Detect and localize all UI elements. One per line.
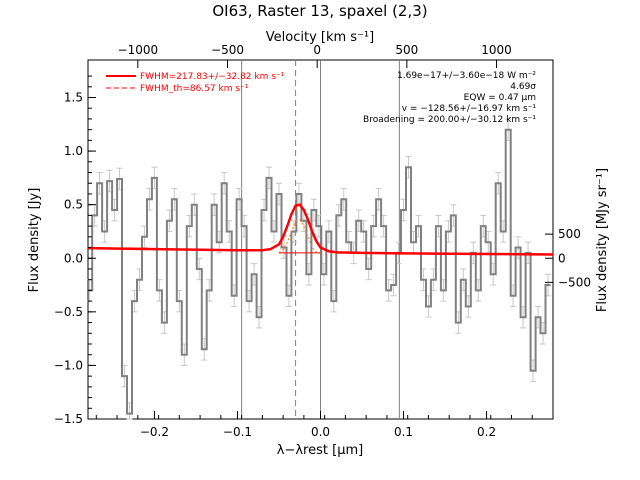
y-axis-label: Flux density [Jy] — [27, 188, 42, 293]
legend-label-fwhm: FWHM=217.83+/−32.82 km s⁻¹ — [140, 72, 285, 82]
annotation-flux: 1.69e−17+/−3.60e−18 W m⁻² — [397, 71, 536, 81]
legend: FWHM=217.83+/−32.82 km s⁻¹ FWHM_th=86.57… — [106, 72, 285, 94]
top-tick-label: −500 — [211, 43, 244, 57]
x-tick-label: −0.2 — [140, 425, 169, 439]
y-tick-label: 0.0 — [64, 251, 83, 265]
right-axis-label: Flux density [MJy sr⁻¹] — [595, 168, 610, 312]
axis-ticks: −0.2 −0.1 0.0 0.1 0.2 −1000 −500 0 500 1000 −1.5 −1… — [54, 43, 591, 439]
y-tick-label: −1.5 — [54, 412, 83, 426]
x-tick-label: 0.2 — [477, 425, 496, 439]
fit-line — [87, 203, 554, 256]
series-layer — [86, 118, 554, 420]
top-tick-label: 500 — [395, 43, 418, 57]
y-tick-label: −1.0 — [54, 358, 83, 372]
component-line — [278, 219, 321, 254]
y-tick-label: 1.5 — [64, 91, 83, 105]
top-tick-label: −1000 — [118, 43, 159, 57]
top-tick-label: 1000 — [481, 43, 512, 57]
top-tick-label: 0 — [313, 43, 321, 57]
annotation-eqw: EQW = 0.47 μm — [464, 93, 536, 103]
x-tick-label: 0.1 — [394, 425, 413, 439]
right-tick-label: 500 — [558, 227, 581, 241]
data-step-line — [88, 128, 551, 415]
chart-title: OI63, Raster 13, spaxel (2,3) — [212, 2, 427, 20]
y-tick-label: 0.5 — [64, 198, 83, 212]
annotation-velocity: v = −128.56+/−16.97 km s⁻¹ — [402, 104, 537, 114]
right-tick-label: −500 — [558, 275, 591, 289]
y-tick-label: 1.0 — [64, 144, 83, 158]
top-axis-label: Velocity [km s⁻¹] — [266, 30, 374, 45]
annotation-snr: 4.69σ — [510, 82, 536, 92]
x-tick-label: −0.1 — [223, 425, 252, 439]
legend-label-fwhm-th: FWHM_th=86.57 km s⁻¹ — [140, 84, 249, 94]
fit-annotations: 1.69e−17+/−3.60e−18 W m⁻² 4.69σ EQW = 0.… — [363, 71, 536, 125]
x-axis-label: λ−λrest [μm] — [277, 443, 363, 458]
y-tick-label: −0.5 — [54, 305, 83, 319]
x-tick-label: 0.0 — [311, 425, 330, 439]
right-tick-label: 0 — [558, 251, 566, 265]
annotation-broadening: Broadening = 200.00+/−30.12 km s⁻¹ — [363, 115, 536, 125]
